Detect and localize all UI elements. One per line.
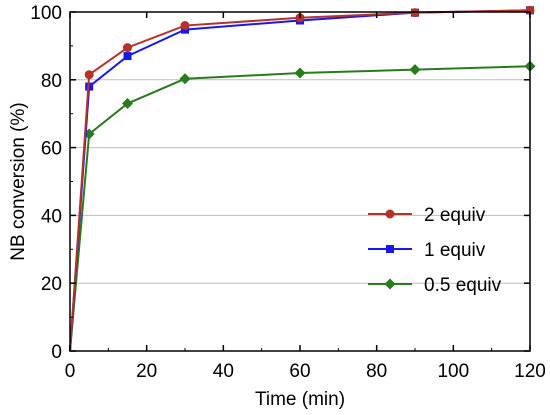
data-point — [179, 73, 191, 85]
x-tick-label: 20 — [136, 361, 157, 382]
legend-marker — [386, 245, 394, 253]
x-tick-label: 40 — [213, 361, 234, 382]
legend-label: 1 equiv — [424, 240, 486, 261]
series-1 — [69, 6, 534, 352]
x-axis-title: Time (min) — [255, 389, 345, 410]
x-tick-label: 0 — [65, 361, 76, 382]
y-tick-label: 60 — [41, 139, 62, 160]
series-line — [69, 9, 531, 352]
x-tick-label: 120 — [514, 361, 546, 382]
data-point — [84, 70, 94, 80]
data-point — [123, 43, 132, 53]
data-point — [123, 52, 132, 61]
data-point — [180, 21, 190, 31]
legend-marker — [384, 278, 396, 290]
legend-item: 1 equiv — [368, 240, 486, 261]
y-tick-label: 0 — [51, 342, 62, 363]
legend-marker — [385, 209, 395, 219]
legend-label: 2 equiv — [424, 205, 486, 226]
y-axis-title: NB conversion (%) — [8, 102, 29, 260]
series-0 — [69, 5, 535, 352]
x-tick-label: 60 — [289, 361, 310, 382]
legend: 2 equiv 1 equiv 0.5 equiv — [368, 205, 502, 296]
legend-item: 2 equiv — [368, 205, 486, 226]
data-point — [409, 64, 421, 76]
legend-label: 0.5 equiv — [424, 275, 502, 296]
data-point — [294, 67, 306, 79]
series-line — [69, 9, 531, 352]
plot-frame — [69, 11, 531, 352]
x-tick-label: 80 — [366, 361, 387, 382]
y-tick-label: 100 — [30, 3, 62, 24]
legend-item: 0.5 equiv — [368, 275, 502, 296]
y-tick-label: 80 — [41, 71, 62, 92]
x-tick-label: 100 — [437, 361, 469, 382]
data-point — [122, 98, 133, 110]
y-tick-label: 40 — [41, 206, 62, 227]
y-tick-label: 20 — [41, 274, 62, 295]
